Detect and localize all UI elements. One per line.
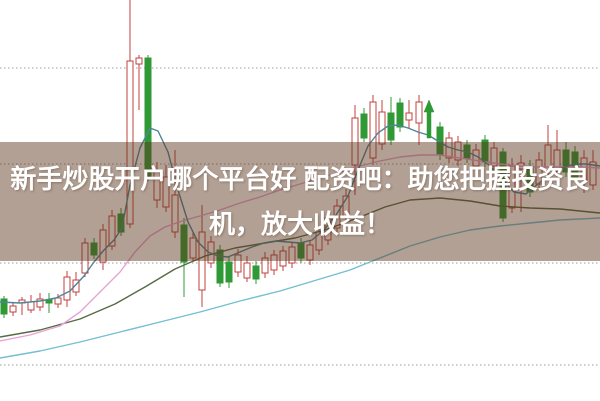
- candle-body: [135, 57, 143, 65]
- candle-body: [126, 60, 134, 225]
- candle-body: [342, 195, 350, 219]
- candle-body: [162, 176, 170, 208]
- candle-body: [415, 101, 423, 124]
- candle-body: [63, 276, 71, 301]
- candle-body: [189, 237, 197, 259]
- up-arrow-marker: [423, 99, 435, 139]
- candle-body: [45, 299, 53, 304]
- headline-line-1: 新手炒股开户哪个平台好 配资吧：助您把握投资良: [10, 163, 590, 194]
- candle-body: [360, 113, 368, 139]
- candle-body: [544, 144, 552, 171]
- candle-body: [580, 157, 588, 181]
- candle-body: [36, 298, 44, 308]
- candle-body: [306, 244, 314, 261]
- candle-body: [81, 242, 89, 274]
- candle-body: [153, 169, 161, 201]
- candle-body: [144, 57, 152, 179]
- candle-body: [9, 305, 17, 313]
- ma-fast-teal: [0, 124, 600, 304]
- candle-body: [288, 246, 296, 264]
- candle-body: [27, 301, 35, 311]
- candle-body: [589, 161, 597, 186]
- headline-line-2: 机，放大收益！: [208, 208, 391, 239]
- candle-body: [108, 215, 116, 247]
- candle-body: [117, 213, 125, 233]
- candle-body: [171, 194, 179, 233]
- ma-slow-darkgreen: [0, 197, 600, 338]
- ma-slowest-cyan: [0, 217, 600, 359]
- candle-body: [405, 112, 413, 121]
- candle-body: [198, 231, 206, 291]
- candle-body: [234, 254, 242, 273]
- candle-body: [216, 249, 224, 284]
- candle-body: [225, 261, 233, 283]
- candle-body: [490, 147, 498, 167]
- ma-mid-pink: [0, 154, 600, 342]
- candle-body: [252, 265, 260, 280]
- candle-body: [261, 257, 269, 274]
- candle-body: [180, 224, 188, 263]
- candle-body: [553, 149, 561, 173]
- candle-body: [90, 242, 98, 256]
- candle-body: [369, 101, 377, 159]
- candle-body: [0, 298, 8, 315]
- candle-body: [270, 254, 278, 271]
- candle-body: [72, 279, 80, 293]
- headline-overlay: 新手炒股开户哪个平台好 配资吧：助您把握投资良 机，放大收益！: [0, 142, 600, 261]
- candle-body: [526, 167, 534, 193]
- candle-body: [396, 102, 404, 128]
- candle-body: [54, 297, 62, 305]
- candle-body: [499, 151, 507, 219]
- candle-body: [351, 117, 359, 166]
- candle-body: [279, 250, 287, 267]
- candle-body: [99, 229, 107, 263]
- candle-body: [243, 262, 251, 279]
- candle-body: [562, 149, 570, 173]
